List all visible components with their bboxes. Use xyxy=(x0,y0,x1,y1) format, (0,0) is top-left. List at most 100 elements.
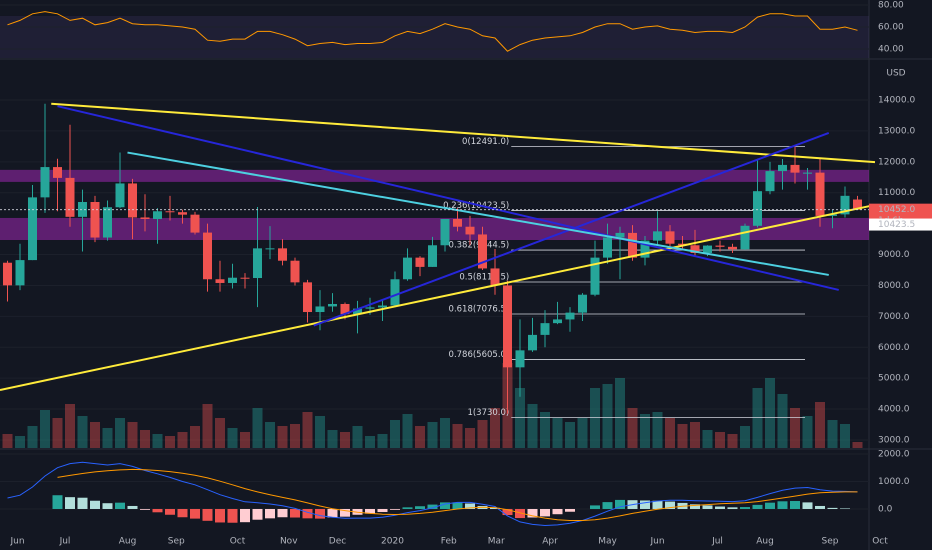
macd-histogram-bar xyxy=(840,508,850,509)
volume-bar xyxy=(377,434,388,448)
candle-body xyxy=(478,234,487,269)
candle-body xyxy=(228,277,237,283)
candle-body xyxy=(353,308,362,315)
volume-bar xyxy=(215,418,225,448)
volume-bar xyxy=(52,418,63,448)
trend-line xyxy=(57,105,839,291)
macd-histogram-bar xyxy=(77,497,88,509)
macd-histogram-bar xyxy=(227,508,238,523)
fib-price-label: 10423.5 xyxy=(878,220,915,230)
macd-histogram-bar xyxy=(365,508,375,514)
x-tick-label: Oct xyxy=(230,537,246,547)
trend-line xyxy=(0,203,876,391)
macd-histogram-bar xyxy=(565,508,575,512)
candle-body xyxy=(528,334,537,351)
y-tick-label: 8000.0 xyxy=(878,281,910,291)
volume-bar xyxy=(252,408,263,448)
macd-histogram-bar xyxy=(440,502,450,509)
y-tick-label: 80.00 xyxy=(878,0,904,10)
macd-histogram-bar xyxy=(827,507,838,509)
volume-bar xyxy=(827,420,838,448)
macd-histogram-bar xyxy=(190,508,200,519)
candle-body xyxy=(103,207,112,238)
candle-body xyxy=(215,279,225,283)
volume-bar xyxy=(852,442,863,448)
x-tick-label: Jun xyxy=(649,537,664,547)
volume-bar xyxy=(315,416,325,448)
volume-bar xyxy=(90,422,100,448)
macd-histogram-bar xyxy=(490,507,500,509)
macd-histogram-bar xyxy=(390,508,400,510)
candle-body xyxy=(90,201,100,238)
volume-bar xyxy=(527,404,538,448)
zone xyxy=(0,169,869,182)
volume-bar xyxy=(202,404,213,448)
currency-label: USD xyxy=(886,69,905,79)
candle-body xyxy=(403,257,412,280)
candle-body xyxy=(578,294,587,313)
volume-bar xyxy=(227,428,238,448)
volume-bar xyxy=(402,414,413,448)
candle-body xyxy=(628,232,637,258)
y-tick-label: 4000.0 xyxy=(878,405,910,415)
volume-bar xyxy=(577,418,588,448)
x-tick-label: Mar xyxy=(488,537,505,547)
macd-histogram-bar xyxy=(615,499,625,509)
y-tick-label: 60.00 xyxy=(878,22,904,32)
macd-histogram-bar xyxy=(590,505,600,509)
fib-label: 0(12491.0) xyxy=(462,137,509,147)
last-price-label: 10452.0 xyxy=(878,205,915,215)
volume-bar xyxy=(440,418,450,448)
fib-label: 0.5(8110.5) xyxy=(459,273,509,283)
volume-bar xyxy=(65,404,75,448)
volume-bar xyxy=(27,426,38,448)
macd-histogram-bar xyxy=(777,501,788,509)
x-tick-label: Sep xyxy=(822,537,839,547)
candle-body xyxy=(640,240,650,258)
macd-histogram-bar xyxy=(202,508,213,521)
x-tick-label: Sep xyxy=(168,537,185,547)
candle-body xyxy=(65,177,75,217)
volume-bar xyxy=(165,436,175,448)
candle-body xyxy=(665,231,675,244)
trend-line xyxy=(51,102,876,164)
volume-bar xyxy=(740,426,750,448)
candle-body xyxy=(553,319,562,324)
macd-histogram-bar xyxy=(690,504,700,509)
candle-body xyxy=(490,268,500,286)
y-tick-label: 7000.0 xyxy=(878,312,910,322)
macd-histogram-bar xyxy=(152,508,163,513)
macd-histogram-bar xyxy=(165,508,175,515)
macd-histogram-bar xyxy=(702,505,713,509)
macd-histogram-bar xyxy=(802,502,813,509)
fib-label: 0.236(10423.5) xyxy=(443,201,509,211)
x-tick-label: 2020 xyxy=(381,537,404,547)
x-tick-label: Dec xyxy=(329,537,346,547)
y-tick-label: 6000.0 xyxy=(878,343,910,353)
volume-bar xyxy=(240,432,250,448)
macd-histogram-bar xyxy=(52,495,63,509)
volume-bar xyxy=(265,422,275,448)
candle-body xyxy=(178,212,187,215)
candle-body xyxy=(165,211,175,213)
volume-bar xyxy=(390,420,400,448)
y-tick-label: 9000.0 xyxy=(878,250,910,260)
volume-bar xyxy=(102,428,113,448)
macd-histogram-bar xyxy=(115,502,125,509)
macd-histogram-bar xyxy=(327,508,338,518)
fib-label: 0.618(7076.5) xyxy=(449,304,510,314)
candle-body xyxy=(203,232,212,280)
volume-bar xyxy=(540,412,550,448)
candle-body xyxy=(715,245,725,247)
signal-line xyxy=(57,468,858,521)
candle-body xyxy=(440,218,450,246)
macd-histogram-bar xyxy=(315,508,325,519)
candle-body xyxy=(753,191,762,226)
candle-body xyxy=(778,164,787,172)
volume-bar xyxy=(777,394,788,448)
volume-bar xyxy=(452,424,463,448)
y-tick-label: 40.00 xyxy=(878,44,904,54)
candle-body xyxy=(615,232,625,238)
y-tick-label: 14000.0 xyxy=(878,96,915,106)
volume-bar xyxy=(290,424,300,448)
